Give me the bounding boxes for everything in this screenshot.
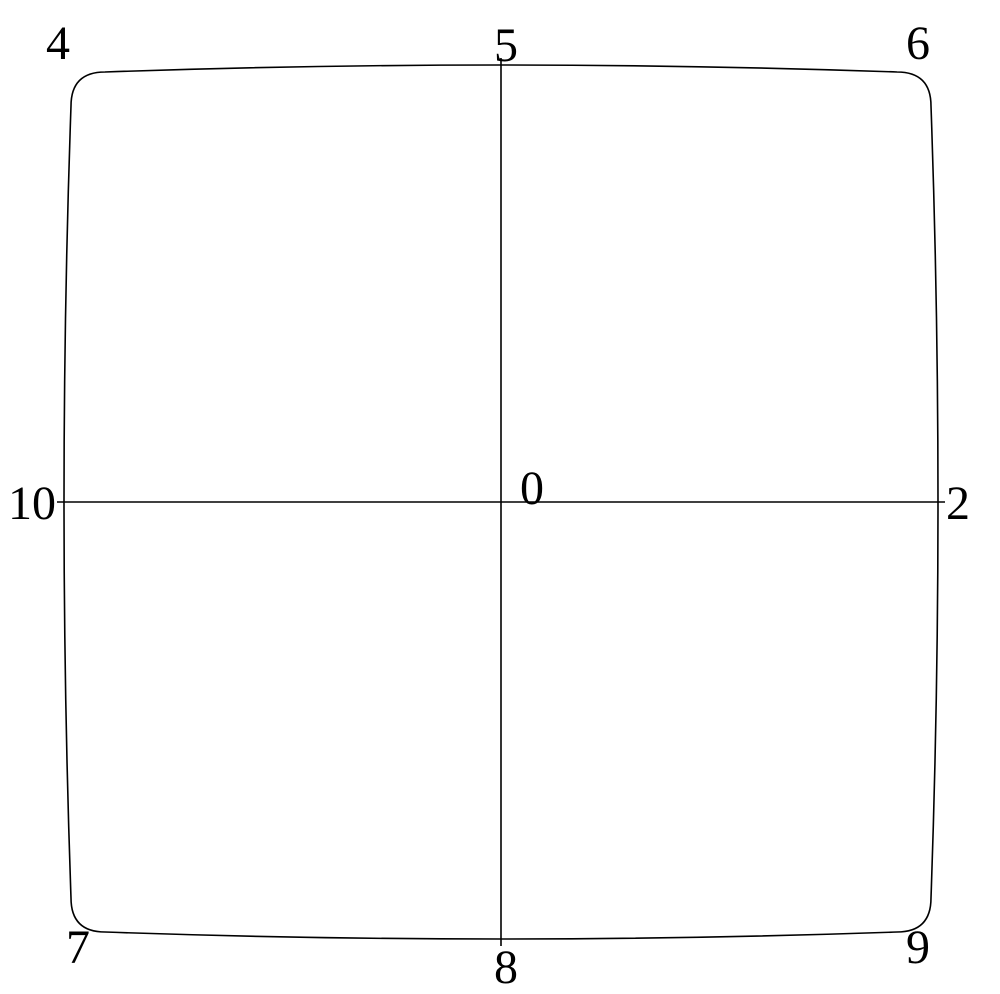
point-label-6: 6	[906, 20, 930, 68]
point-label-0: 0	[520, 465, 544, 513]
point-label-10: 10	[8, 480, 56, 528]
point-label-5: 5	[494, 22, 518, 70]
point-label-7: 7	[66, 924, 90, 972]
diagram-stage: 0 5 8 2 10 4 6 7 9	[0, 0, 1000, 989]
point-label-2: 2	[946, 480, 970, 528]
point-label-9: 9	[906, 924, 930, 972]
diagram-svg	[0, 0, 1000, 989]
point-label-8: 8	[494, 944, 518, 992]
point-label-4: 4	[46, 20, 70, 68]
